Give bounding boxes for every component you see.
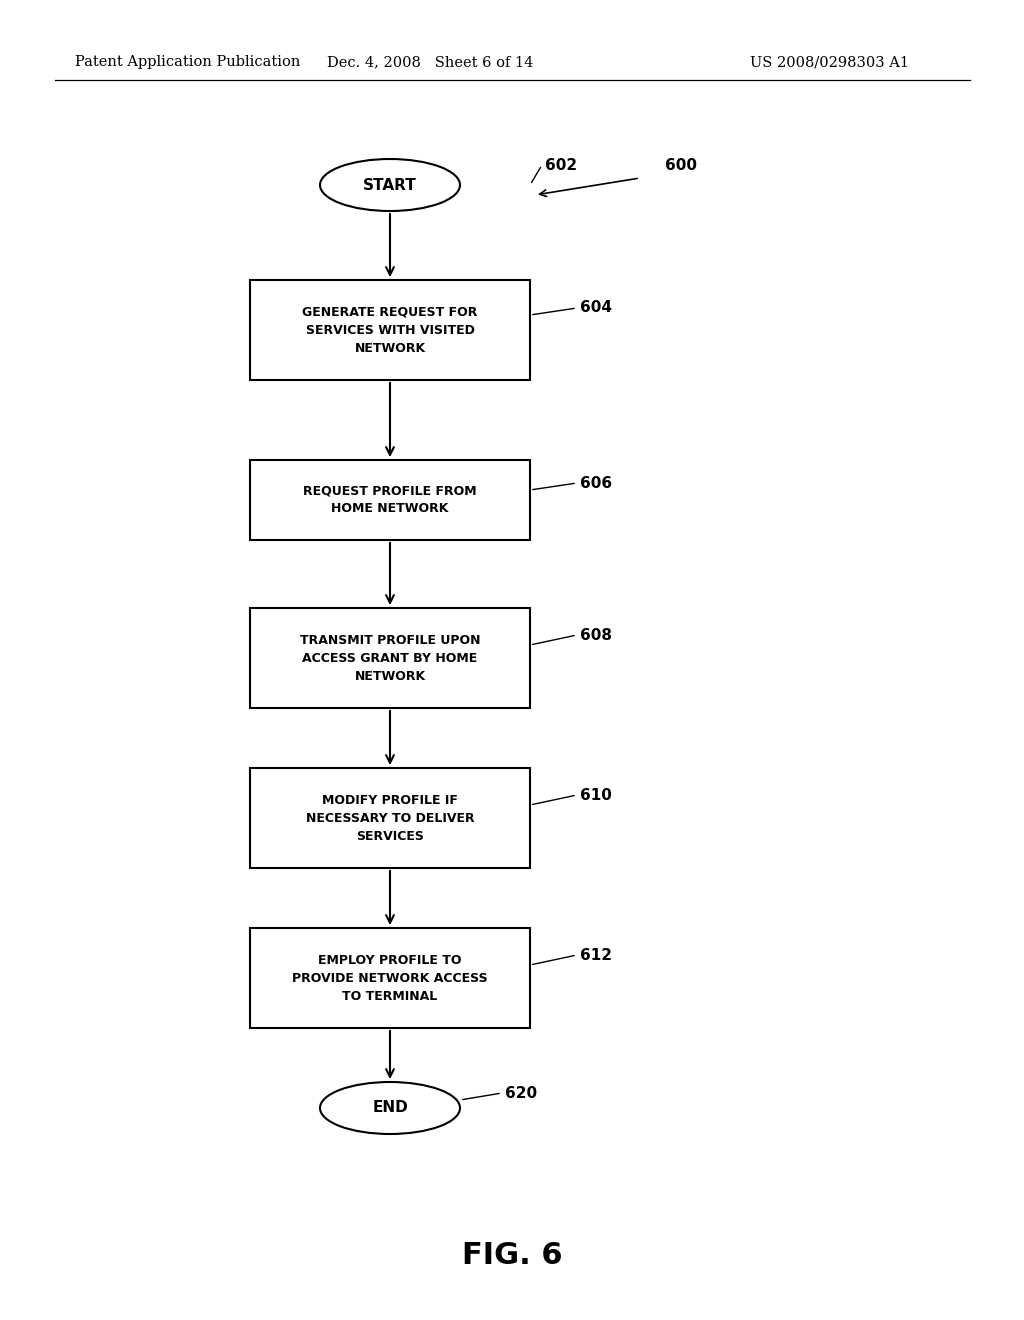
FancyBboxPatch shape — [250, 768, 530, 869]
Text: US 2008/0298303 A1: US 2008/0298303 A1 — [750, 55, 909, 69]
Text: Patent Application Publication: Patent Application Publication — [75, 55, 300, 69]
Text: EMPLOY PROFILE TO
PROVIDE NETWORK ACCESS
TO TERMINAL: EMPLOY PROFILE TO PROVIDE NETWORK ACCESS… — [292, 953, 487, 1002]
Text: 602: 602 — [545, 157, 578, 173]
Text: GENERATE REQUEST FOR
SERVICES WITH VISITED
NETWORK: GENERATE REQUEST FOR SERVICES WITH VISIT… — [302, 305, 477, 355]
Text: 620: 620 — [505, 1085, 538, 1101]
Text: 606: 606 — [580, 475, 612, 491]
Ellipse shape — [319, 1082, 460, 1134]
FancyBboxPatch shape — [250, 609, 530, 708]
Ellipse shape — [319, 158, 460, 211]
FancyBboxPatch shape — [250, 928, 530, 1028]
Text: FIG. 6: FIG. 6 — [462, 1241, 562, 1270]
Text: 604: 604 — [580, 301, 612, 315]
Text: Dec. 4, 2008   Sheet 6 of 14: Dec. 4, 2008 Sheet 6 of 14 — [327, 55, 534, 69]
Text: MODIFY PROFILE IF
NECESSARY TO DELIVER
SERVICES: MODIFY PROFILE IF NECESSARY TO DELIVER S… — [306, 793, 474, 842]
Text: END: END — [372, 1101, 408, 1115]
Text: 608: 608 — [580, 627, 612, 643]
Text: REQUEST PROFILE FROM
HOME NETWORK: REQUEST PROFILE FROM HOME NETWORK — [303, 484, 477, 516]
FancyBboxPatch shape — [250, 280, 530, 380]
Text: START: START — [364, 177, 417, 193]
Text: 612: 612 — [580, 948, 612, 962]
Text: TRANSMIT PROFILE UPON
ACCESS GRANT BY HOME
NETWORK: TRANSMIT PROFILE UPON ACCESS GRANT BY HO… — [300, 634, 480, 682]
Text: 610: 610 — [580, 788, 612, 803]
FancyBboxPatch shape — [250, 459, 530, 540]
Text: 600: 600 — [665, 157, 697, 173]
